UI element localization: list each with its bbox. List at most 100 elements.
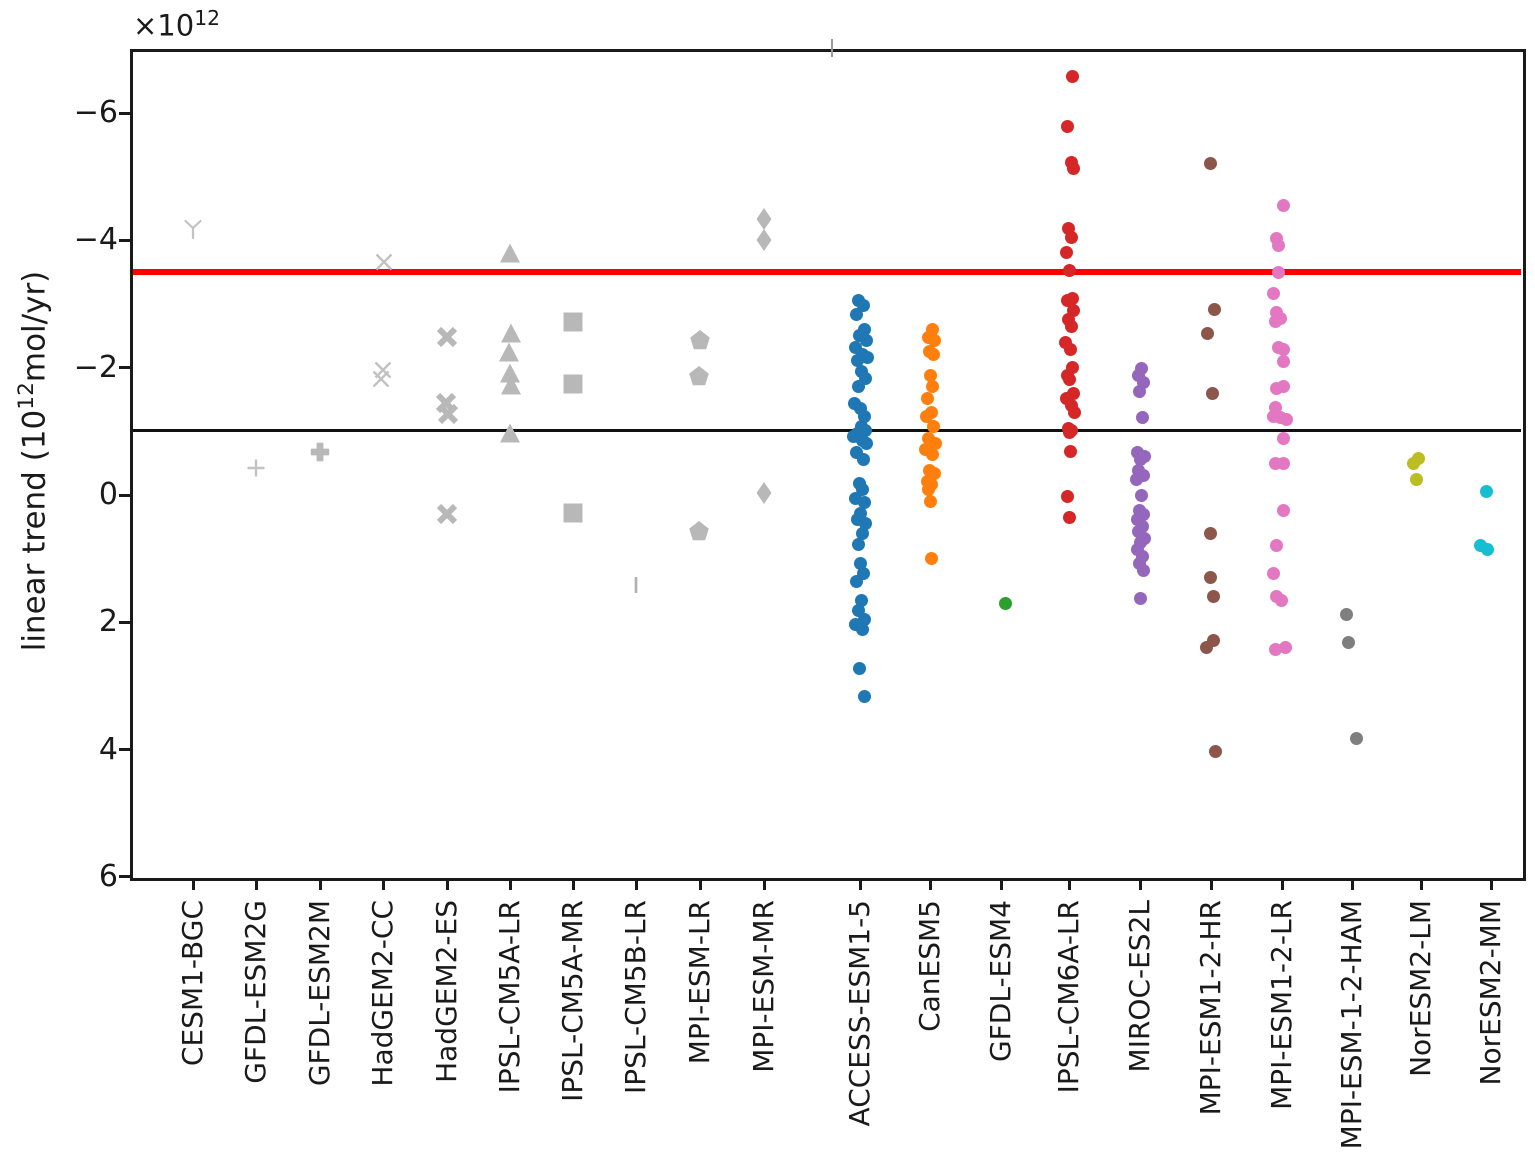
data-point xyxy=(688,520,710,542)
x-axis-tick xyxy=(571,879,575,890)
data-point xyxy=(562,311,584,333)
x-axis-tick-label: HadGEM2-CC xyxy=(366,900,399,1087)
y-axis-tick xyxy=(119,111,130,115)
data-point xyxy=(926,420,940,434)
data-point xyxy=(923,368,937,382)
data-point xyxy=(1200,326,1214,340)
data-point xyxy=(855,526,869,540)
x-axis-tick-label: IPSL-CM5A-LR xyxy=(493,900,526,1094)
data-point xyxy=(860,350,874,364)
y-axis-offset-text: ×1012 xyxy=(133,6,220,43)
x-axis-tick xyxy=(928,879,932,890)
data-point xyxy=(1060,293,1074,307)
data-point xyxy=(926,348,940,362)
x-axis-tick-label: MPI-ESM-1-2-HAM xyxy=(1335,900,1368,1150)
data-point xyxy=(1276,431,1290,445)
data-point xyxy=(437,403,459,425)
x-axis-tick xyxy=(1350,879,1354,890)
y-axis-tick-label: 4 xyxy=(98,731,118,767)
data-point xyxy=(1132,385,1146,399)
data-point xyxy=(1059,245,1073,259)
data-point xyxy=(562,373,584,395)
red-reference-line xyxy=(133,269,1521,276)
data-point xyxy=(1208,745,1222,759)
data-point xyxy=(1129,473,1143,487)
data-point xyxy=(920,391,934,405)
y-axis-tick xyxy=(119,238,130,242)
data-point xyxy=(857,495,871,509)
data-point xyxy=(1409,472,1423,486)
y-axis-tick xyxy=(119,620,130,624)
x-axis-tick-label: IPSL-CM6A-LR xyxy=(1052,900,1085,1094)
data-point xyxy=(1063,445,1077,459)
y-axis-tick xyxy=(119,748,130,752)
data-point xyxy=(1062,426,1076,440)
data-point xyxy=(1276,343,1290,357)
data-point xyxy=(1064,320,1078,334)
data-point xyxy=(1341,635,1355,649)
data-point xyxy=(853,556,867,570)
x-axis-tick xyxy=(318,879,322,890)
data-point xyxy=(370,368,392,390)
data-point xyxy=(856,453,870,467)
data-point xyxy=(1203,570,1217,584)
x-axis-tick xyxy=(1280,879,1284,890)
data-point xyxy=(1276,503,1290,517)
data-point xyxy=(855,623,869,637)
y-axis-tick-label: 6 xyxy=(98,858,118,894)
data-point xyxy=(500,322,522,344)
data-point xyxy=(1266,286,1280,300)
data-point xyxy=(500,374,522,396)
x-axis-tick xyxy=(508,879,512,890)
data-point xyxy=(1135,411,1149,425)
data-point xyxy=(927,333,941,347)
x-axis-tick-label: MPI-ESM-MR xyxy=(747,900,780,1073)
data-point xyxy=(1271,238,1285,252)
x-axis-tick-label: MPI-ESM1-2-HR xyxy=(1194,900,1227,1116)
data-point xyxy=(1063,343,1077,357)
y-axis-tick-label: 0 xyxy=(98,477,118,512)
data-point xyxy=(753,208,775,231)
data-point xyxy=(1271,265,1285,279)
data-point xyxy=(849,575,863,589)
y-axis-tick xyxy=(119,875,130,879)
data-point xyxy=(498,341,520,363)
data-point xyxy=(852,661,866,675)
data-point xyxy=(753,229,775,252)
x-axis-tick xyxy=(999,879,1003,890)
x-axis-tick-label: GFDL-ESM2M xyxy=(303,900,336,1087)
data-point xyxy=(1064,230,1078,244)
plot-area xyxy=(130,49,1526,881)
data-point xyxy=(921,483,935,497)
data-point xyxy=(689,329,711,351)
data-point xyxy=(925,448,939,462)
data-point xyxy=(1207,302,1221,316)
black-reference-line xyxy=(133,428,1521,432)
y-axis-tick xyxy=(119,493,130,497)
x-axis-tick-label: NorESM2-MM xyxy=(1474,900,1507,1086)
data-point xyxy=(924,551,938,565)
data-point xyxy=(1276,457,1290,471)
data-point xyxy=(1276,355,1290,369)
data-point xyxy=(1276,198,1290,212)
data-point xyxy=(499,422,521,444)
data-point xyxy=(1060,119,1074,133)
x-axis-tick-label: IPSL-CM5A-MR xyxy=(556,900,589,1102)
data-point xyxy=(436,503,458,525)
y-axis-tick xyxy=(119,366,130,370)
x-axis-tick xyxy=(191,879,195,890)
x-axis-tick xyxy=(634,879,638,890)
data-point xyxy=(925,380,939,394)
data-point xyxy=(998,597,1012,611)
x-axis-tick xyxy=(381,879,385,890)
x-axis-tick xyxy=(254,879,258,890)
data-point xyxy=(1479,485,1493,499)
x-axis-tick xyxy=(1419,879,1423,890)
data-point xyxy=(1279,413,1293,427)
data-point xyxy=(919,410,933,424)
x-axis-tick-label: GFDL-ESM4 xyxy=(984,900,1017,1063)
data-point xyxy=(1269,381,1283,395)
data-point xyxy=(1480,543,1494,557)
data-point xyxy=(1060,490,1074,504)
data-point xyxy=(849,308,863,322)
